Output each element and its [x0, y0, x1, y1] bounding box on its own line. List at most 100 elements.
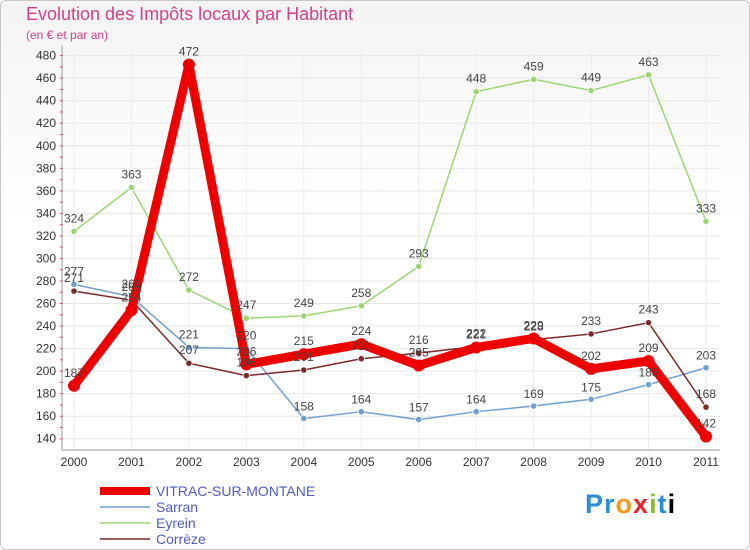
- series-point-2: [242, 314, 250, 322]
- series-point-0: [355, 338, 368, 351]
- series-point-2: [702, 217, 710, 225]
- x-tick-label: 2000: [61, 455, 88, 469]
- chart-title: Evolution des Impôts locaux par Habitant: [26, 4, 354, 24]
- data-label-0: 187: [64, 366, 84, 380]
- series-point-3: [587, 330, 595, 338]
- data-label-1: 158: [294, 399, 314, 413]
- series-line-0: [69, 60, 711, 441]
- y-tick-label: 420: [36, 116, 56, 130]
- series-point-2: [300, 312, 308, 320]
- data-label-1: 157: [409, 401, 429, 415]
- series-point-2: [472, 88, 480, 96]
- data-label-3: 207: [179, 343, 199, 357]
- data-label-1: 164: [466, 393, 486, 407]
- series-point-0: [700, 430, 712, 443]
- series-point-3: [357, 355, 365, 363]
- data-label-2: 333: [696, 201, 716, 215]
- legend-label-vitrac: VITRAC-SUR-MONTANE: [156, 483, 316, 499]
- series-line-3: [73, 290, 707, 408]
- data-label-3: 216: [409, 333, 429, 347]
- data-label-3: 201: [294, 350, 314, 364]
- series-line-1: [73, 283, 707, 421]
- legend-label-eyrein: Eyrein: [156, 515, 196, 531]
- series-point-2: [185, 286, 193, 294]
- data-label-1: 221: [179, 327, 199, 341]
- data-label-0: 224: [351, 324, 371, 338]
- data-label-0: 215: [294, 334, 314, 348]
- series-point-1: [357, 408, 365, 416]
- x-tick-label: 2006: [405, 455, 432, 469]
- y-tick-label: 220: [36, 342, 56, 356]
- legend-label-sarran: Sarran: [156, 499, 199, 515]
- data-label-2: 463: [639, 55, 659, 69]
- series-point-1: [530, 402, 538, 410]
- data-label-2: 363: [121, 167, 141, 181]
- series-point-0: [125, 304, 138, 317]
- x-tick-label: 2005: [348, 455, 375, 469]
- data-label-0: 221: [466, 327, 486, 341]
- x-tick-label: 2009: [578, 455, 605, 469]
- data-label-2: 247: [236, 298, 256, 312]
- data-label-3: 233: [581, 314, 601, 328]
- x-tick-label: 2002: [176, 455, 203, 469]
- data-label-2: 459: [524, 59, 544, 73]
- data-label-1: 277: [64, 264, 84, 278]
- x-tick-label: 2004: [290, 455, 317, 469]
- legend-label-correze: Corrèze: [156, 531, 206, 547]
- y-tick-label: 160: [36, 409, 56, 423]
- x-tick-label: 2001: [118, 455, 145, 469]
- series-point-3: [185, 359, 193, 367]
- data-label-0: 205: [409, 345, 429, 359]
- series-point-2: [530, 75, 538, 83]
- y-tick-label: 280: [36, 274, 56, 288]
- data-label-0: 209: [639, 341, 659, 355]
- series-point-0: [585, 362, 598, 375]
- series-point-2: [644, 71, 653, 79]
- data-label-1: 175: [581, 380, 601, 394]
- series-point-1: [300, 414, 308, 423]
- data-label-2: 293: [409, 246, 429, 260]
- data-label-1: 203: [696, 349, 716, 363]
- data-label-2: 449: [581, 71, 601, 85]
- series-point-1: [472, 408, 480, 416]
- series-point-2: [127, 183, 136, 192]
- data-label-3: 222: [466, 326, 486, 340]
- data-label-3: 168: [696, 387, 716, 401]
- series-line-2: [73, 74, 707, 319]
- series-point-3: [70, 287, 78, 295]
- y-tick-label: 200: [36, 364, 56, 378]
- data-label-2: 324: [64, 211, 84, 225]
- data-label-0: 254: [121, 290, 141, 304]
- series-point-1: [702, 364, 710, 372]
- y-tick-label: 400: [36, 139, 56, 153]
- series-point-1: [587, 395, 595, 403]
- series-point-0: [642, 354, 655, 367]
- data-label-0: 229: [524, 318, 544, 332]
- x-tick-label: 2007: [463, 455, 490, 469]
- y-tick-label: 480: [36, 49, 56, 63]
- data-label-0: 142: [696, 416, 716, 430]
- data-label-3: 228: [524, 320, 544, 334]
- series-point-0: [297, 348, 310, 361]
- data-label-1: 266: [121, 277, 141, 291]
- data-label-3: 211: [352, 339, 371, 353]
- x-tick-label: 2003: [233, 455, 260, 469]
- proxiti-logo: Proxiti: [585, 489, 677, 519]
- data-label-3: 263: [121, 280, 141, 294]
- series-point-3: [644, 319, 653, 327]
- data-label-3: 271: [64, 271, 84, 285]
- series-point-0: [412, 359, 425, 372]
- y-tick-label: 460: [36, 71, 56, 85]
- data-label-2: 272: [179, 270, 199, 284]
- x-tick-label: 2011: [693, 455, 719, 469]
- data-label-3: 243: [639, 303, 659, 317]
- y-tick-label: 180: [36, 387, 56, 401]
- series-point-0: [240, 358, 253, 371]
- series-point-3: [300, 366, 308, 374]
- series-point-2: [587, 86, 595, 95]
- data-label-1: 220: [236, 329, 256, 343]
- y-tick-label: 140: [36, 432, 56, 446]
- series-point-0: [527, 332, 540, 345]
